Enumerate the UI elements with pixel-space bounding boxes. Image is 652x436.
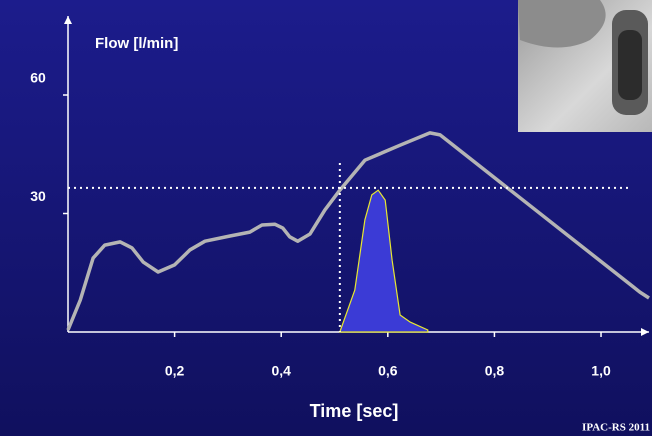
x-tick-label: 0,8: [485, 363, 505, 379]
footer: IPAC-RS 2011: [582, 422, 650, 434]
y-tick-label: 60: [30, 70, 46, 86]
x-tick-label: 0,4: [271, 363, 291, 379]
y-axis-label: Flow [l/min]: [95, 35, 178, 52]
y-axis-arrow: [64, 16, 72, 24]
x-axis-label: Time [sec]: [310, 401, 399, 421]
x-tick-label: 1,0: [591, 363, 611, 379]
photo: [518, 0, 652, 132]
x-axis-arrow: [641, 328, 649, 336]
line: [66, 131, 650, 331]
y-tick-label: 30: [30, 188, 46, 204]
x-tick-label: 0,6: [378, 363, 398, 379]
area: [338, 189, 429, 333]
x-tick-label: 0,2: [165, 363, 185, 379]
